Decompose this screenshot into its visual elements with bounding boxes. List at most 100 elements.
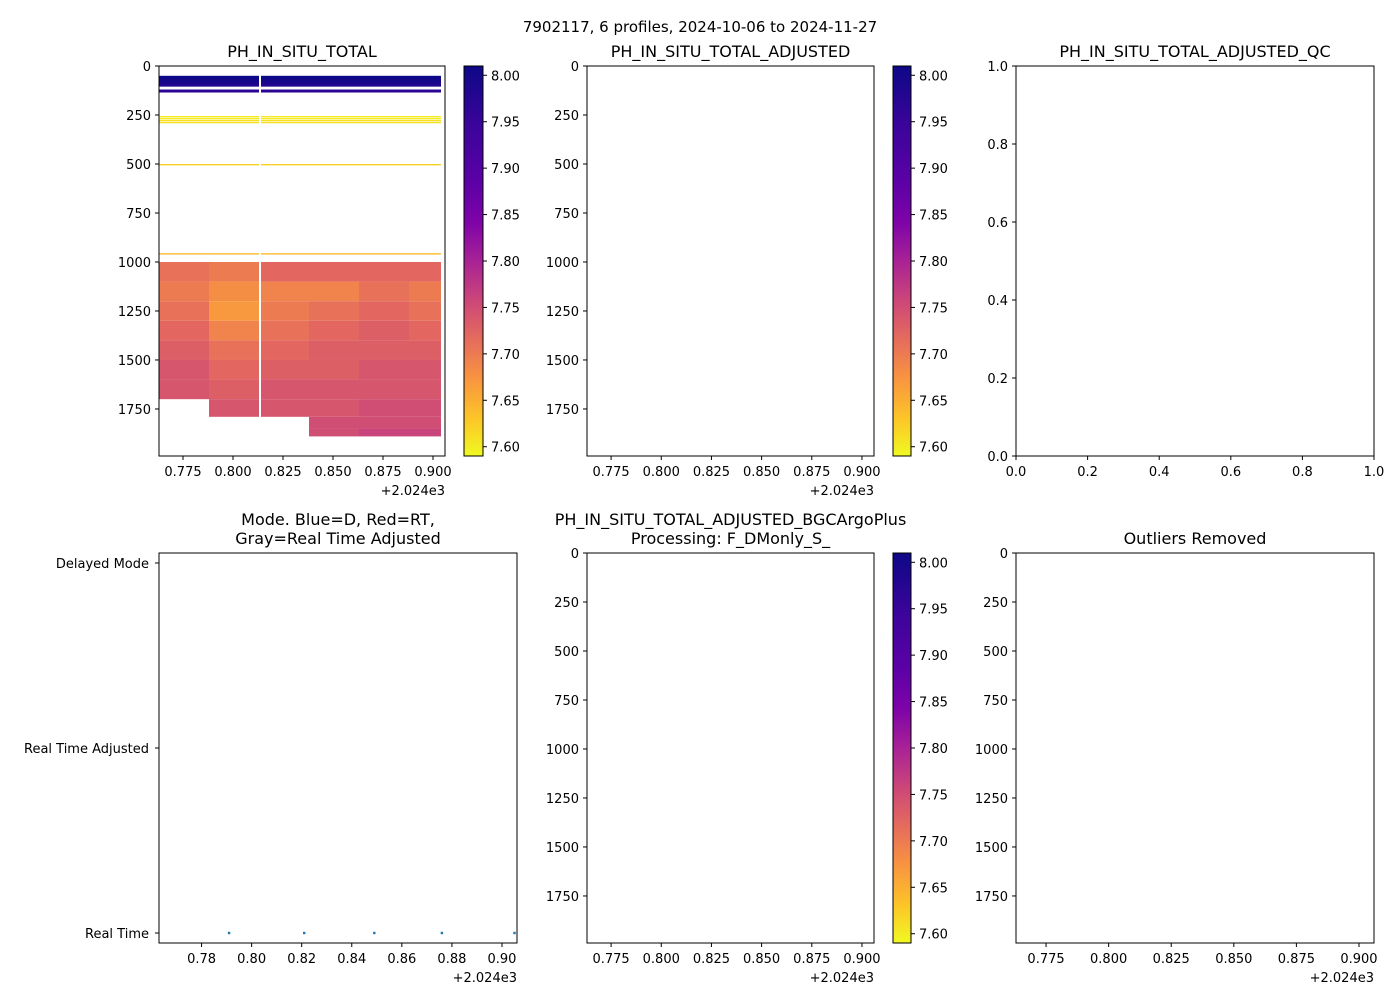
colorbar-tick-label: 7.65 bbox=[919, 881, 948, 896]
heatmap-line bbox=[159, 163, 209, 166]
x-tick-label: 0.825 bbox=[693, 465, 730, 480]
x-offset-label: +2.024e3 bbox=[810, 971, 874, 986]
heatmap-cell bbox=[209, 301, 259, 321]
heatmap-cell bbox=[309, 261, 359, 282]
x-tick-label: 0.78 bbox=[187, 952, 216, 967]
heatmap-cell bbox=[309, 379, 359, 400]
mode-point bbox=[373, 931, 376, 935]
y-tick-label: 1750 bbox=[975, 890, 1008, 905]
x-tick-label: 0.775 bbox=[1027, 952, 1064, 967]
heatmap-line bbox=[309, 82, 359, 86]
x-offset-label: +2.024e3 bbox=[453, 971, 517, 986]
y-category-label: Real Time bbox=[85, 927, 149, 942]
colorbar-tick-label: 7.70 bbox=[491, 348, 520, 363]
heatmap-cell bbox=[209, 320, 259, 341]
heatmap-line bbox=[409, 117, 441, 120]
x-tick-label: 0.850 bbox=[314, 465, 351, 480]
colorbar-tick-label: 7.60 bbox=[491, 441, 520, 456]
heatmap-cell bbox=[359, 399, 409, 417]
x-tick-label: 0.875 bbox=[793, 465, 830, 480]
y-tick-label: 500 bbox=[554, 645, 579, 660]
heatmap-cell bbox=[359, 301, 409, 321]
colorbar-tick-label: 7.75 bbox=[919, 301, 948, 316]
heatmap-cell bbox=[261, 399, 309, 417]
x-tick-label: 0.825 bbox=[1153, 952, 1190, 967]
heatmap-line bbox=[409, 119, 441, 122]
heatmap-cells bbox=[159, 75, 441, 437]
heatmap-cell bbox=[209, 399, 259, 417]
heatmap-line bbox=[409, 83, 441, 87]
heatmap-cell bbox=[409, 399, 441, 417]
x-tick-label: 0.850 bbox=[743, 952, 780, 967]
charts-layer: 0.775 0.800 0.825 0.850 0.875 0.900+2.024e302… bbox=[24, 42, 1384, 986]
y-tick-label: 500 bbox=[126, 158, 151, 173]
x-tick-label: 0.800 bbox=[643, 952, 680, 967]
y-tick-label: 0.2 bbox=[987, 372, 1008, 387]
y-tick-label: 0 bbox=[1000, 547, 1008, 562]
heatmap-line bbox=[359, 115, 409, 118]
colorbar: 7.60 7.65 7.70 7.75 7.80 7.85 7.90 7.95 8.00 bbox=[892, 552, 948, 944]
colorbar-tick-label: 7.90 bbox=[919, 162, 948, 177]
x-tick-label: 0.90 bbox=[488, 952, 517, 967]
x-tick-label: 0.775 bbox=[592, 952, 629, 967]
chart-title-line: Gray=Real Time Adjusted bbox=[235, 529, 441, 548]
colorbar-gradient bbox=[893, 553, 911, 943]
x-tick-label: 0.4 bbox=[1149, 465, 1170, 480]
axes-frame bbox=[158, 65, 446, 457]
heatmap-cell bbox=[209, 340, 259, 360]
y-tick-label: 1750 bbox=[546, 403, 579, 418]
heatmap-line bbox=[309, 117, 359, 120]
heatmap-line bbox=[409, 78, 441, 82]
y-tick-label: 0.0 bbox=[987, 450, 1008, 465]
heatmap-line bbox=[309, 121, 359, 124]
y-tick-label: 1000 bbox=[975, 743, 1008, 758]
colorbar-tick-label: 7.85 bbox=[919, 209, 948, 224]
heatmap-line bbox=[309, 89, 359, 93]
axes-frame bbox=[1015, 65, 1375, 457]
x-tick-label: 0.900 bbox=[414, 465, 451, 480]
y-tick-label: 500 bbox=[554, 158, 579, 173]
y-tick-label: 0.8 bbox=[987, 138, 1008, 153]
heatmap-line bbox=[261, 253, 309, 255]
heatmap-cell bbox=[409, 281, 441, 302]
chart-title-line: Mode. Blue=D, Red=RT, bbox=[241, 510, 435, 529]
mode-point bbox=[227, 931, 231, 935]
colorbar-tick-label: 7.95 bbox=[919, 116, 948, 131]
y-tick-label: 1500 bbox=[546, 841, 579, 856]
heatmap-line bbox=[409, 163, 441, 166]
chart-ph_in_situ_total: 0.775 0.800 0.825 0.850 0.875 0.900 +2.024e3 0 2… bbox=[118, 42, 452, 499]
chart-outliers: 0.775 0.800 0.825 0.850 0.875 0.900 +2.024e3 0 2… bbox=[975, 529, 1378, 986]
y-tick-label: 1000 bbox=[546, 743, 579, 758]
y-tick-label: 1750 bbox=[546, 890, 579, 905]
heatmap-cell bbox=[309, 359, 359, 380]
axes-frame bbox=[1015, 552, 1375, 944]
y-tick-label: 0.6 bbox=[987, 216, 1008, 231]
heatmap-cell bbox=[159, 320, 209, 341]
heatmap-line bbox=[359, 78, 409, 82]
chart-ph_adjusted_qc: 0.0 0.2 0.4 0.6 0.8 1.0 0.0 0.2 0.4 0.6 0.8 1.0 PH_I… bbox=[987, 42, 1384, 480]
heatmap-line bbox=[309, 119, 359, 122]
x-tick-label: 0.900 bbox=[843, 465, 880, 480]
heatmap-cell bbox=[261, 261, 309, 282]
heatmap-line bbox=[159, 121, 209, 124]
chart-bgcargoplus: 0.775 0.800 0.825 0.850 0.875 0.900 +2.024e3 0 2… bbox=[546, 510, 906, 986]
heatmap-cell bbox=[159, 301, 209, 321]
y-tick-label: 1000 bbox=[118, 256, 151, 271]
heatmap-cell bbox=[261, 359, 309, 380]
heatmap-line bbox=[209, 77, 259, 81]
heatmap-line bbox=[359, 117, 409, 120]
heatmap-line bbox=[159, 253, 209, 255]
y-tick-label: 1.0 bbox=[987, 60, 1008, 75]
heatmap-line bbox=[309, 253, 359, 255]
heatmap-line bbox=[359, 253, 409, 255]
x-tick-label: 0.775 bbox=[164, 465, 201, 480]
heatmap-line bbox=[159, 75, 209, 79]
x-offset-label: +2.024e3 bbox=[810, 484, 874, 499]
y-tick-label: 750 bbox=[554, 207, 579, 222]
heatmap-cell bbox=[409, 359, 441, 380]
heatmap-line bbox=[159, 80, 209, 84]
heatmap-cell bbox=[309, 281, 359, 302]
heatmap-line bbox=[261, 80, 309, 84]
heatmap-line bbox=[261, 117, 309, 120]
colorbar: 7.60 7.65 7.70 7.75 7.80 7.85 7.90 7.95 8.00 bbox=[892, 65, 948, 457]
